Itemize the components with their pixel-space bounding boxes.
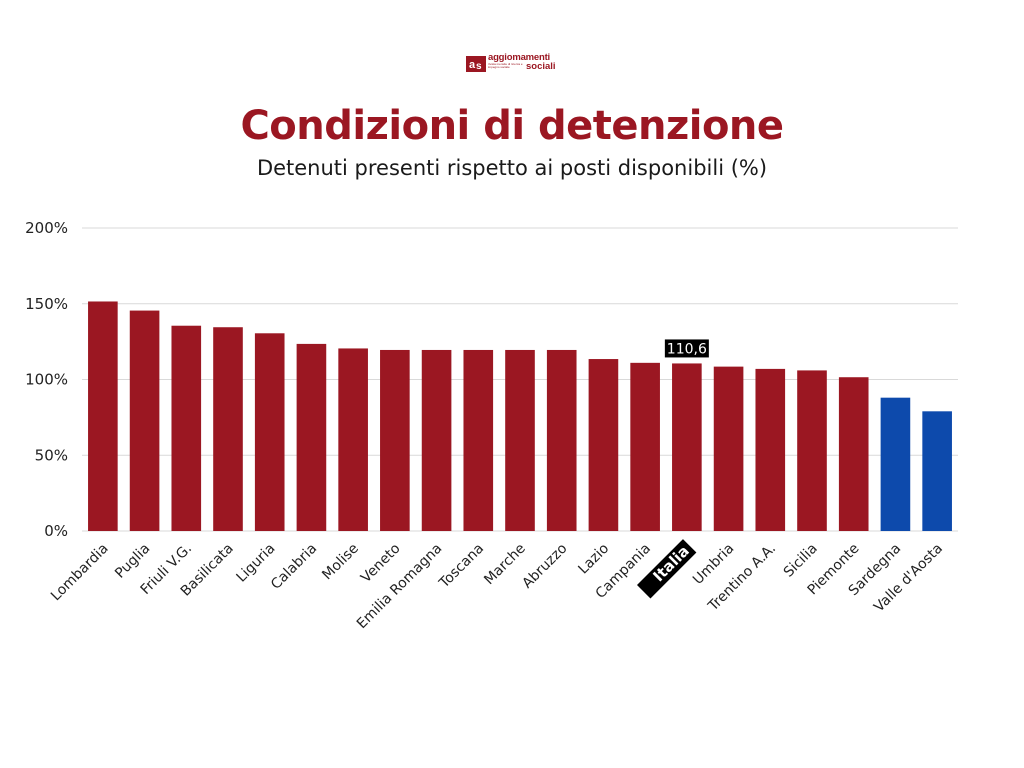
data-label-bg xyxy=(664,339,709,358)
logo-tagline: rivista mensile di ricerca e impegno soc… xyxy=(488,62,523,69)
bar xyxy=(213,327,243,531)
bar xyxy=(463,349,494,531)
x-tick-label: Sicilia xyxy=(781,541,821,581)
bar xyxy=(421,349,452,531)
bar xyxy=(546,349,577,531)
logo-text-line2: sociali xyxy=(526,61,556,72)
x-tick-label: Lombardia xyxy=(48,541,112,605)
chart-subtitle: Detenuti presenti rispetto ai posti disp… xyxy=(256,156,768,180)
bar xyxy=(296,343,327,531)
x-tick-label: Abruzzo xyxy=(519,541,570,592)
x-tick-label: Calabria xyxy=(268,541,320,593)
bar xyxy=(88,301,118,531)
bar xyxy=(880,397,911,531)
bar xyxy=(338,348,368,531)
data-label: 110,6 xyxy=(667,341,707,357)
bar xyxy=(254,333,285,531)
bar xyxy=(713,366,744,531)
x-tick-label: Puglia xyxy=(112,541,153,582)
logo-mark-icon: a s xyxy=(466,56,486,72)
bar xyxy=(171,325,202,531)
x-tick-label: Italia xyxy=(650,542,693,585)
y-tick-label: 0% xyxy=(44,522,68,540)
x-tick-label: Molise xyxy=(319,541,362,584)
svg-text:s: s xyxy=(476,61,482,72)
bar xyxy=(922,411,952,531)
y-tick-label: 200% xyxy=(25,219,68,237)
bar xyxy=(797,370,827,531)
chart-title: Condizioni di detenzione xyxy=(240,103,784,149)
y-tick-label: 50% xyxy=(35,446,68,464)
bar xyxy=(838,377,869,531)
logo: a s aggiomamenti rivista mensile di rice… xyxy=(466,53,566,75)
y-tick-label: 100% xyxy=(25,371,68,389)
svg-text:a: a xyxy=(469,59,476,71)
highlight-label-bg xyxy=(636,539,697,599)
bar xyxy=(630,362,660,531)
logo-text-line1: aggiomamenti xyxy=(488,52,550,63)
bar xyxy=(755,368,786,531)
x-tick-label: Toscana xyxy=(436,541,487,592)
bar xyxy=(505,349,535,531)
bar xyxy=(380,349,410,531)
x-tick-label: Lazio xyxy=(575,541,612,578)
bar xyxy=(129,310,160,531)
y-tick-label: 150% xyxy=(25,295,68,313)
bar xyxy=(672,363,702,531)
bar xyxy=(588,359,619,531)
